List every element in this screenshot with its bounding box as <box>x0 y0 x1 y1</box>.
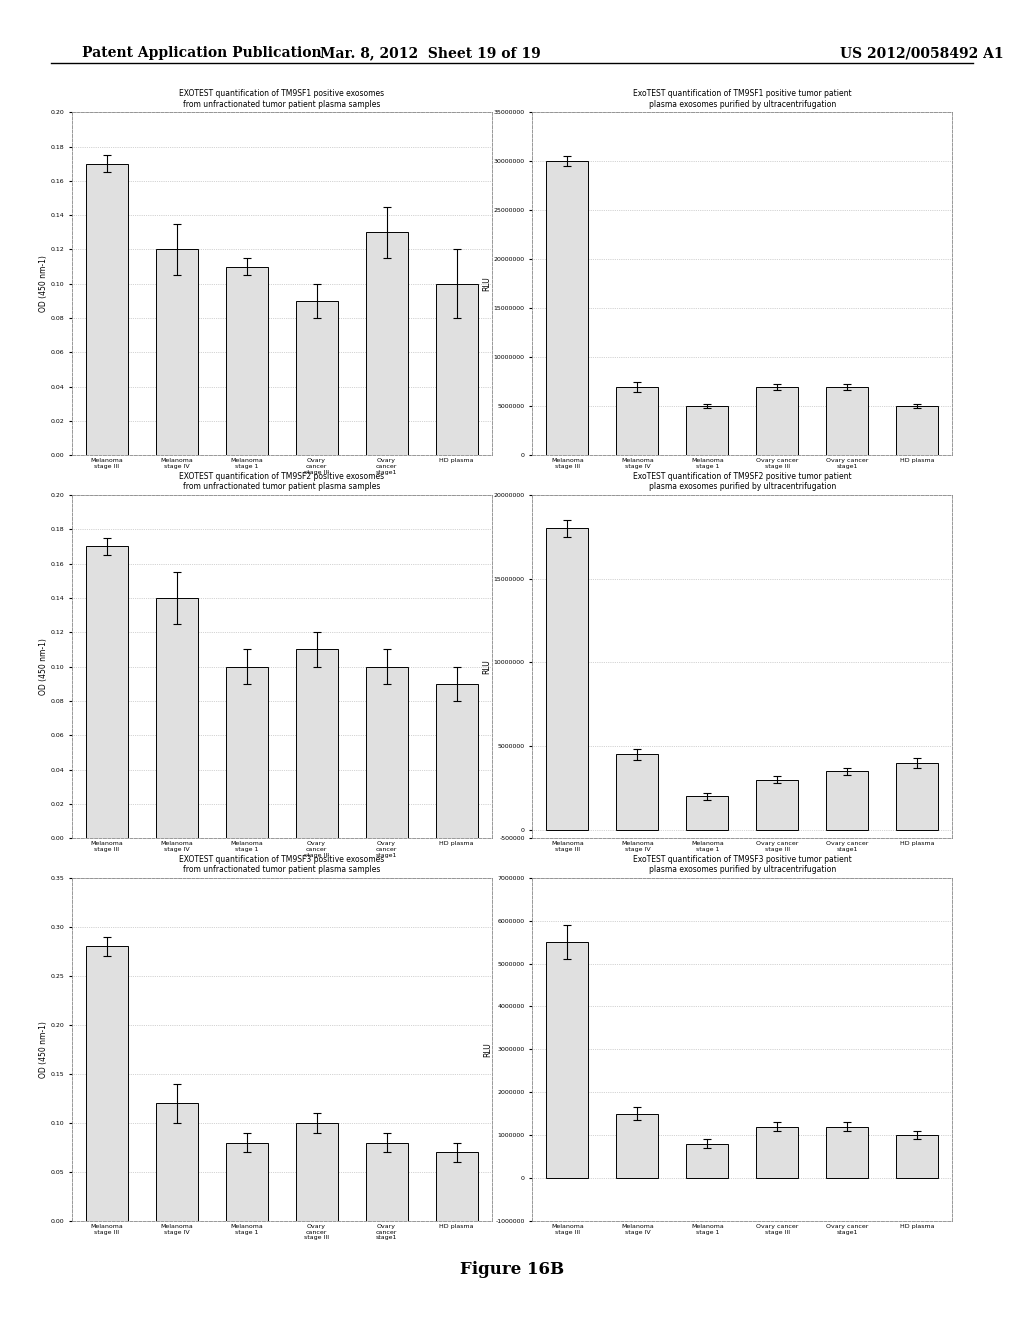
Bar <box>156 249 198 455</box>
Bar <box>156 598 198 838</box>
Text: Mar. 8, 2012  Sheet 19 of 19: Mar. 8, 2012 Sheet 19 of 19 <box>319 46 541 61</box>
Bar <box>86 946 128 1221</box>
Bar <box>366 667 408 838</box>
Title: EXOTEST quantification of TM9SF3 positive exosomes
from unfractionated tumor pat: EXOTEST quantification of TM9SF3 positiv… <box>179 855 384 874</box>
Text: Patent Application Publication: Patent Application Publication <box>82 46 322 61</box>
Bar <box>757 387 799 455</box>
Bar <box>616 755 658 830</box>
Bar <box>826 387 868 455</box>
Y-axis label: RLU: RLU <box>482 276 490 292</box>
Bar <box>896 763 938 830</box>
Bar <box>686 407 728 455</box>
Bar <box>435 284 477 455</box>
Bar <box>547 528 589 830</box>
Title: EXOTEST quantification of TM9SF1 positive exosomes
from unfractionated tumor pat: EXOTEST quantification of TM9SF1 positiv… <box>179 90 384 108</box>
Bar <box>366 232 408 455</box>
Bar <box>826 771 868 830</box>
Y-axis label: OD (450 nm-1): OD (450 nm-1) <box>39 638 47 696</box>
Bar <box>435 1152 477 1221</box>
Bar <box>616 387 658 455</box>
Bar <box>156 1104 198 1221</box>
Bar <box>296 649 338 838</box>
Bar <box>826 1127 868 1177</box>
Bar <box>296 301 338 455</box>
Bar <box>686 796 728 830</box>
Text: US 2012/0058492 A1: US 2012/0058492 A1 <box>840 46 1004 61</box>
Bar <box>296 1123 338 1221</box>
Title: EXOTEST quantification of TM9SF2 positive exosomes
from unfractionated tumor pat: EXOTEST quantification of TM9SF2 positiv… <box>179 473 384 491</box>
Bar <box>547 161 589 455</box>
Bar <box>225 1143 267 1221</box>
Bar <box>896 1135 938 1177</box>
Bar <box>686 1143 728 1177</box>
Bar <box>547 942 589 1177</box>
Title: ExoTEST quantification of TM9SF3 positive tumor patient
plasma exosomes purified: ExoTEST quantification of TM9SF3 positiv… <box>633 855 852 874</box>
Y-axis label: RLU: RLU <box>483 1041 493 1057</box>
Bar <box>757 780 799 830</box>
Y-axis label: OD (450 nm-1): OD (450 nm-1) <box>39 255 47 313</box>
Bar <box>757 1127 799 1177</box>
Bar <box>616 1114 658 1177</box>
Title: ExoTEST quantification of TM9SF1 positive tumor patient
plasma exosomes purified: ExoTEST quantification of TM9SF1 positiv… <box>633 90 852 108</box>
Text: Figure 16B: Figure 16B <box>460 1262 564 1278</box>
Bar <box>225 267 267 455</box>
Bar <box>86 546 128 838</box>
Bar <box>86 164 128 455</box>
Bar <box>225 667 267 838</box>
Bar <box>896 407 938 455</box>
Title: ExoTEST quantification of TM9SF2 positive tumor patient
plasma exosomes purified: ExoTEST quantification of TM9SF2 positiv… <box>633 473 852 491</box>
Y-axis label: RLU: RLU <box>482 659 490 675</box>
Bar <box>366 1143 408 1221</box>
Y-axis label: OD (450 nm-1): OD (450 nm-1) <box>39 1020 47 1078</box>
Bar <box>435 684 477 838</box>
